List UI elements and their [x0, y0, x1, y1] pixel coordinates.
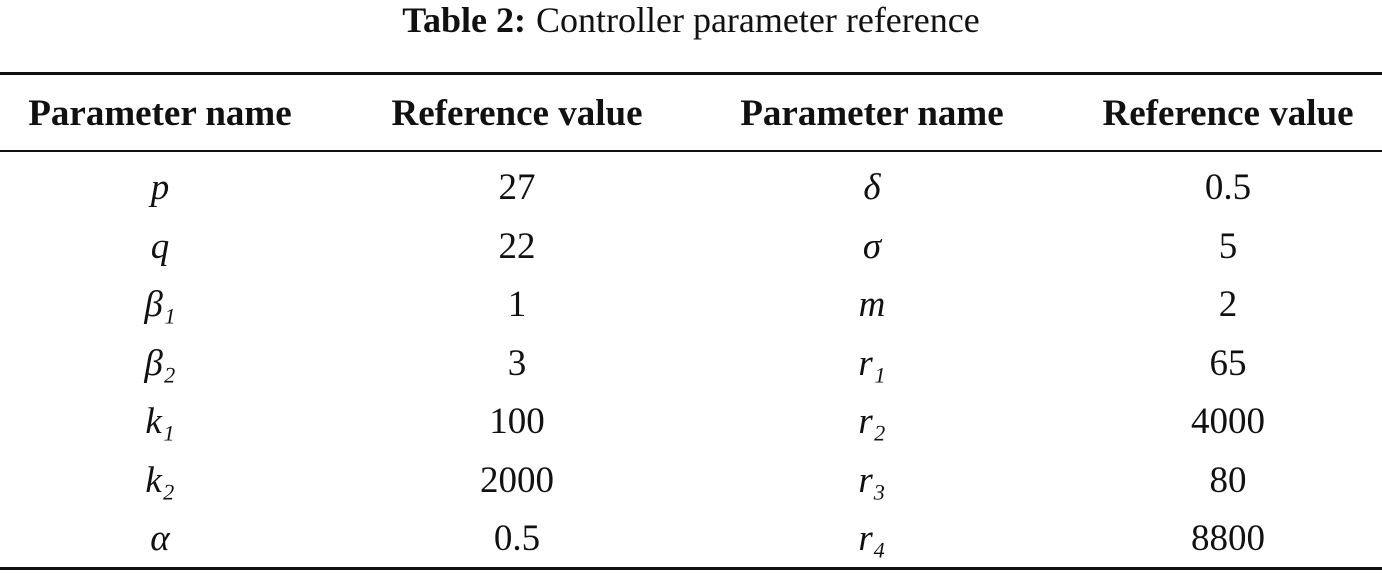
reference-value: 80 — [1209, 459, 1247, 501]
parameter-name: β₁ — [144, 284, 176, 325]
parameter-name: α — [150, 518, 170, 559]
reference-value: 27 — [498, 167, 536, 208]
reference-value: 2000 — [480, 459, 554, 501]
parameter-name: m — [858, 284, 886, 325]
parameter-name: r₃ — [858, 459, 886, 501]
header-cell: Parameter name — [28, 93, 292, 134]
reference-value: 1 — [507, 284, 527, 325]
reference-value: 4000 — [1191, 401, 1265, 442]
reference-value: 65 — [1209, 342, 1247, 384]
top-rule — [0, 72, 1382, 75]
reference-value: 8800 — [1191, 518, 1265, 559]
caption-text: Controller parameter reference — [535, 0, 980, 40]
reference-value: 100 — [489, 401, 545, 442]
header-cell: Reference value — [1102, 93, 1354, 134]
reference-value: 0.5 — [493, 518, 541, 559]
parameter-name: q — [150, 225, 170, 267]
parameter-name: r₄ — [858, 518, 886, 559]
parameter-name: p — [150, 167, 170, 208]
parameter-name: r₁ — [858, 342, 886, 384]
reference-value: 2 — [1218, 284, 1238, 325]
parameter-name: k₂ — [145, 459, 175, 501]
reference-value: 3 — [507, 342, 527, 384]
parameter-name: r₂ — [858, 401, 886, 442]
mid-rule — [0, 150, 1382, 152]
reference-value: 22 — [498, 225, 536, 267]
header-cell: Reference value — [391, 93, 643, 134]
reference-value: 5 — [1218, 225, 1238, 267]
parameter-name: β₂ — [144, 342, 176, 384]
header-cell: Parameter name — [740, 93, 1004, 134]
parameter-name: σ — [862, 225, 882, 267]
bottom-rule — [0, 567, 1382, 570]
parameter-name: k₁ — [145, 401, 175, 442]
parameter-name: δ — [863, 167, 881, 208]
table-caption: Table 2: Controller parameter reference — [0, 0, 1382, 40]
caption-label: Table 2: — [402, 0, 526, 40]
reference-value: 0.5 — [1204, 167, 1252, 208]
